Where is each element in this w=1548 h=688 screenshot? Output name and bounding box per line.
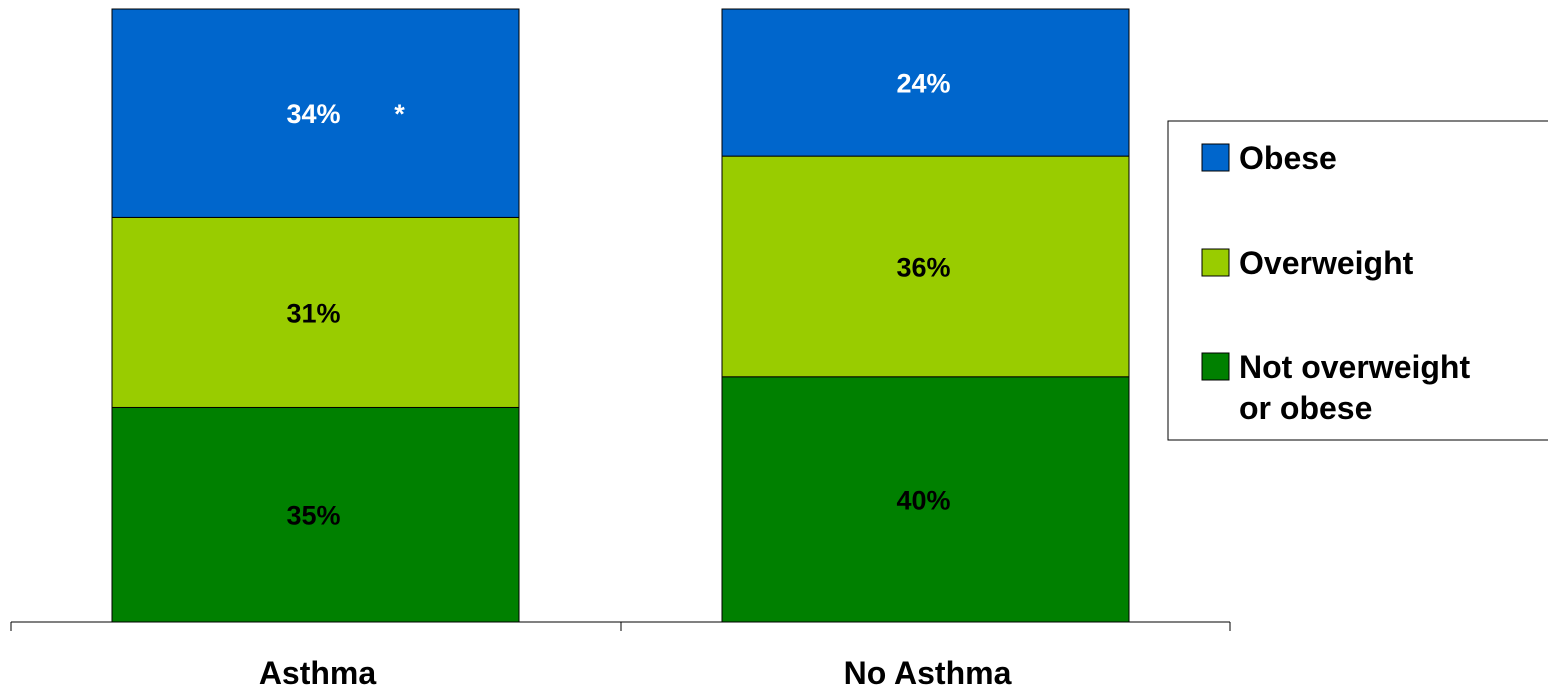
- bar-segment-asthma-not-overweight-or-obese: [111, 406, 520, 623]
- legend-label-obese: Obese: [1239, 140, 1337, 176]
- data-label-no-asthma-overweight: 36%: [896, 252, 950, 282]
- bar-segment-no-asthma-overweight: [721, 155, 1130, 378]
- legend-label-not-overweight-or-obese-line-2: or obese: [1239, 390, 1372, 426]
- data-label-no-asthma-not-overweight-or-obese: 40%: [896, 485, 950, 515]
- legend-label-overweight: Overweight: [1239, 245, 1414, 281]
- bar-segment-no-asthma-obese: [721, 8, 1130, 157]
- legend-box: [1167, 120, 1548, 441]
- legend-swatch-overweight: [1201, 248, 1230, 277]
- legend: Obese Overweight Not overweight or obese: [1167, 120, 1548, 441]
- legend-swatch-obese: [1201, 143, 1230, 172]
- bars-layer: 35% 31% 34% * 40% 36% 24%: [111, 8, 1130, 623]
- data-label-asthma-not-overweight-or-obese: 35%: [286, 501, 340, 531]
- x-tick-label-asthma: Asthma: [259, 655, 377, 688]
- legend-label-not-overweight-or-obese-line-1: Not overweight: [1239, 349, 1470, 385]
- bar-segment-no-asthma-not-overweight-or-obese: [721, 376, 1130, 623]
- x-axis: Asthma No Asthma: [10, 621, 1231, 688]
- bar-segment-asthma-obese: [111, 8, 520, 218]
- data-label-no-asthma-obese: 24%: [896, 69, 950, 99]
- legend-swatch-not-overweight-or-obese: [1201, 352, 1230, 381]
- data-label-asthma-overweight: 31%: [286, 298, 340, 328]
- bar-segment-asthma-overweight: [111, 216, 520, 408]
- significance-annotation: *: [394, 99, 405, 129]
- data-label-asthma-obese: 34%: [286, 99, 340, 129]
- x-tick-label-no-asthma: No Asthma: [844, 655, 1012, 688]
